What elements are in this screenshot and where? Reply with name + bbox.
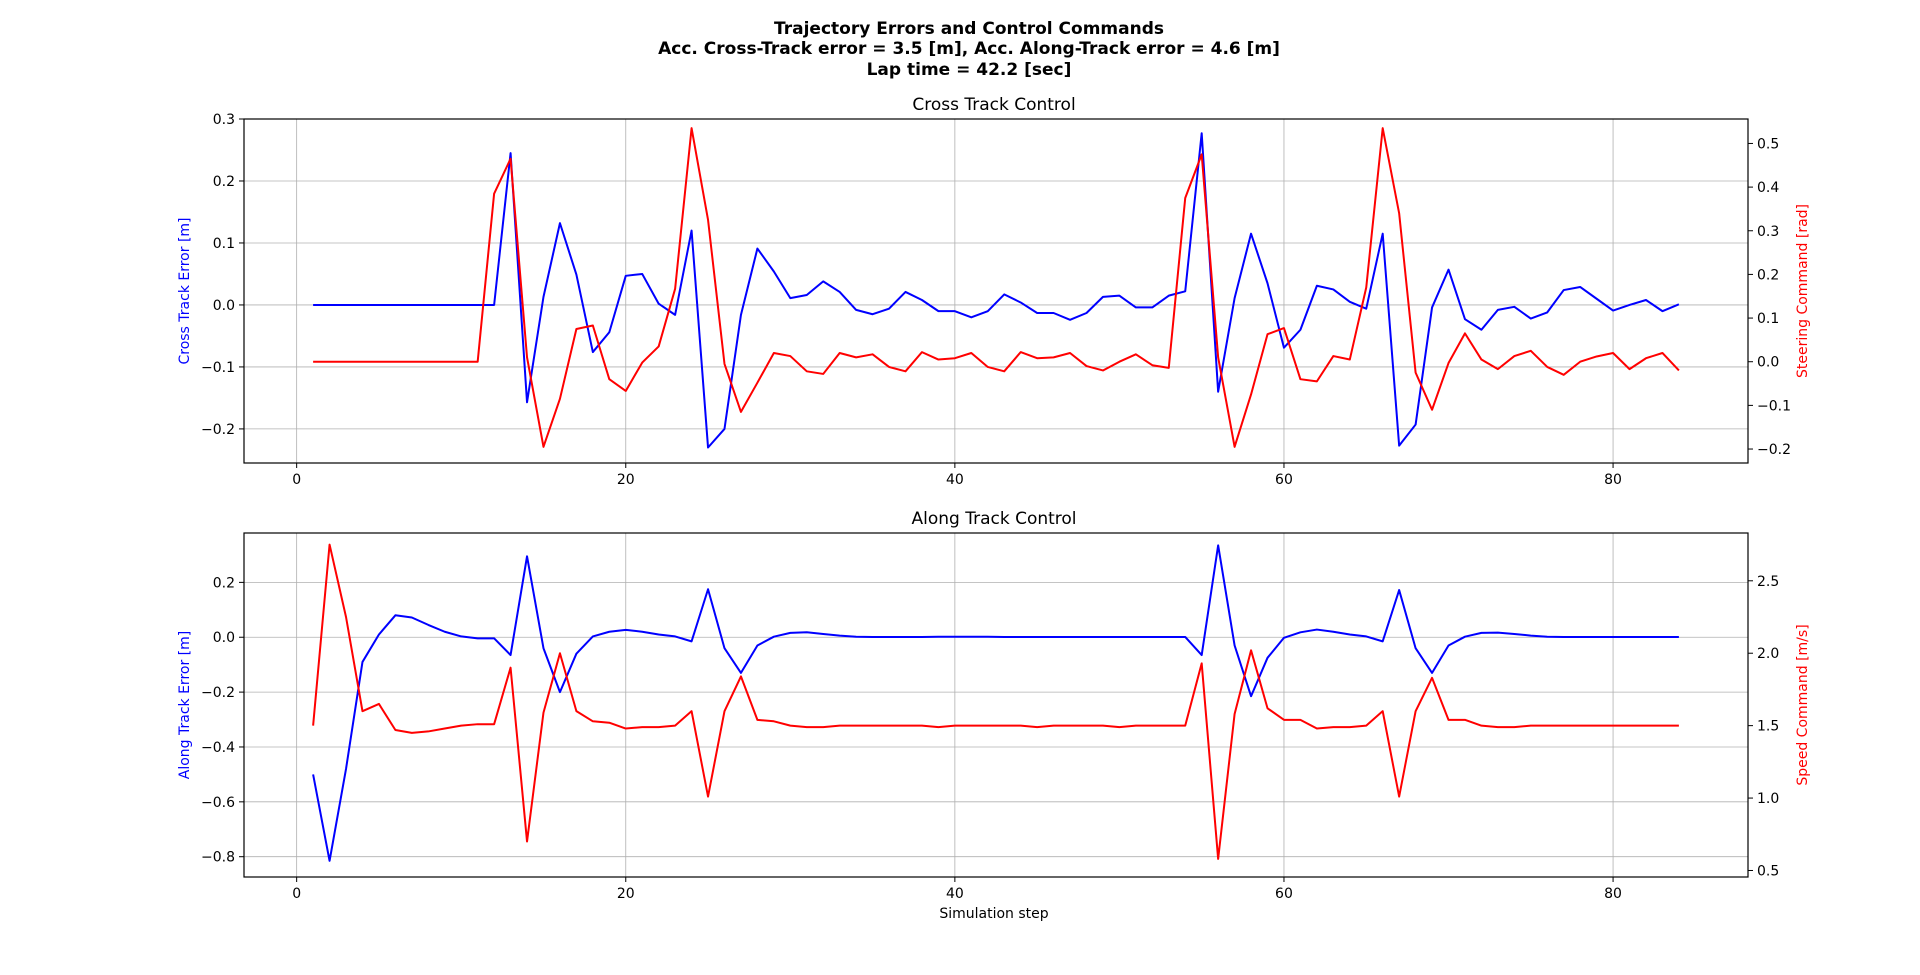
along-track-plot-area: 0 20 40 60 80 −0.8 −0.6 −0.4 −0.2 0.0 0.2 0.5 1.0 1.5… bbox=[201, 532, 1779, 902]
along-track-left-tick-label: −0.2 bbox=[201, 685, 235, 701]
x-axis-label: Simulation step bbox=[939, 906, 1048, 922]
figure-title-line-1: Trajectory Errors and Control Commands bbox=[774, 19, 1164, 39]
cross-track-right-tick-label: 0.2 bbox=[1757, 267, 1779, 283]
cross-track-left-tick-label: 0.0 bbox=[213, 298, 235, 314]
cross-track-right-tick-label: 0.1 bbox=[1757, 311, 1779, 327]
along-track-left-tick-label: −0.8 bbox=[201, 850, 235, 866]
cross-track-x-tick-label: 60 bbox=[1275, 472, 1293, 488]
cross-track-axes-frame bbox=[243, 118, 1749, 464]
cross-track-right-tick-label: 0.3 bbox=[1757, 224, 1779, 240]
cross-track-right-tick-label: −0.2 bbox=[1757, 442, 1791, 458]
cross-track-title: Cross Track Control bbox=[912, 95, 1075, 115]
along-track-right-tick-label: 0.5 bbox=[1757, 863, 1779, 879]
along-track-x-tick-label: 60 bbox=[1275, 886, 1293, 902]
cross-track-error-series-line bbox=[313, 132, 1680, 449]
along-track-right-axis-label: Speed Command [m/s] bbox=[1795, 624, 1811, 785]
figure-title: Trajectory Errors and Control Commands A… bbox=[658, 19, 1280, 80]
cross-track-right-tick-label: 0.5 bbox=[1757, 136, 1779, 152]
cross-track-right-tick-label: 0.4 bbox=[1757, 180, 1779, 196]
figure-title-line-2: Acc. Cross-Track error = 3.5 [m], Acc. A… bbox=[658, 39, 1280, 59]
along-track-panel: Along Track Control Along Track Error [m… bbox=[177, 509, 1811, 922]
along-track-title: Along Track Control bbox=[911, 509, 1076, 529]
cross-track-left-tick-label: −0.1 bbox=[201, 360, 235, 376]
cross-track-left-tick-label: 0.1 bbox=[213, 236, 235, 252]
along-track-left-tick-label: −0.6 bbox=[201, 795, 235, 811]
along-track-x-tick-label: 20 bbox=[617, 886, 635, 902]
cross-track-plot-area: 0 20 40 60 80 −0.2 −0.1 0.0 0.1 0.2 0.3 −0.2 −0.1 0.0… bbox=[201, 112, 1791, 488]
cross-track-right-axis-label: Steering Command [rad] bbox=[1795, 204, 1811, 378]
cross-track-right-tick-label: −0.1 bbox=[1757, 398, 1791, 414]
cross-track-x-tick-label: 0 bbox=[292, 472, 301, 488]
along-track-axes-frame bbox=[243, 532, 1749, 878]
along-track-left-axis-label: Along Track Error [m] bbox=[177, 631, 193, 779]
along-track-left-tick-label: 0.2 bbox=[213, 575, 235, 591]
cross-track-panel: Cross Track Control Cross Track Error [m… bbox=[177, 95, 1811, 488]
along-track-right-tick-label: 1.0 bbox=[1757, 791, 1779, 807]
along-track-x-tick-label: 0 bbox=[292, 886, 301, 902]
along-track-left-tick-label: 0.0 bbox=[213, 630, 235, 646]
along-track-left-tick-label: −0.4 bbox=[201, 740, 235, 756]
cross-track-left-axis-label: Cross Track Error [m] bbox=[177, 217, 193, 364]
cross-track-x-tick-label: 40 bbox=[946, 472, 964, 488]
along-track-x-tick-label: 40 bbox=[946, 886, 964, 902]
cross-track-command-series-line bbox=[313, 127, 1680, 448]
figure-title-line-3: Lap time = 42.2 [sec] bbox=[867, 60, 1072, 80]
cross-track-left-tick-label: −0.2 bbox=[201, 422, 235, 438]
along-track-right-tick-label: 1.5 bbox=[1757, 719, 1779, 735]
cross-track-left-tick-label: 0.3 bbox=[213, 112, 235, 128]
along-track-right-tick-label: 2.5 bbox=[1757, 574, 1779, 590]
along-track-right-tick-label: 2.0 bbox=[1757, 646, 1779, 662]
along-track-x-tick-label: 80 bbox=[1604, 886, 1622, 902]
cross-track-left-tick-label: 0.2 bbox=[213, 174, 235, 190]
cross-track-x-tick-label: 20 bbox=[617, 472, 635, 488]
cross-track-right-tick-label: 0.0 bbox=[1757, 355, 1779, 371]
along-track-error-series-line bbox=[312, 544, 1679, 862]
cross-track-x-tick-label: 80 bbox=[1604, 472, 1622, 488]
along-track-command-series-line bbox=[312, 543, 1679, 860]
